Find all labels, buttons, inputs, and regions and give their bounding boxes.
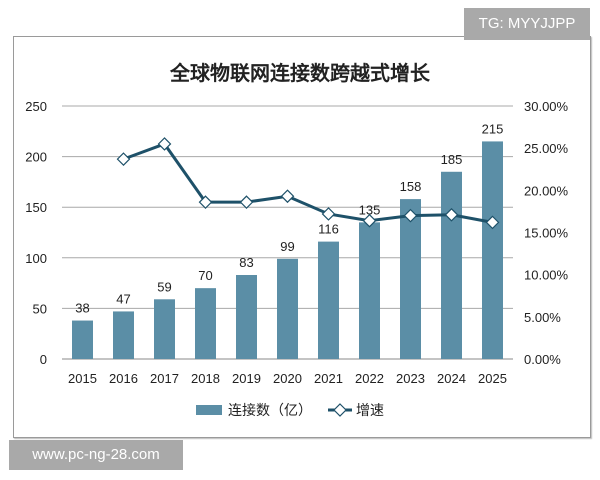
bar	[195, 288, 216, 359]
x-tick-label: 2017	[150, 371, 179, 386]
legend-line-label: 增速	[356, 402, 384, 418]
x-tick-label: 2021	[314, 371, 343, 386]
growth-marker	[239, 195, 254, 209]
x-tick-label: 2023	[396, 371, 425, 386]
left-tick-label: 0	[40, 352, 47, 367]
growth-marker	[280, 189, 295, 204]
right-tick-label: 30.00%	[524, 99, 569, 114]
bar	[400, 199, 421, 359]
bar	[441, 171, 462, 359]
x-tick-label: 2025	[478, 371, 507, 386]
bar	[318, 241, 339, 359]
bar	[113, 311, 134, 359]
bar-value-label: 83	[239, 255, 253, 270]
bar-value-label: 70	[198, 268, 212, 283]
bar-value-label: 135	[359, 202, 381, 217]
right-tick-label: 5.00%	[524, 310, 561, 325]
growth-marker	[485, 215, 500, 230]
left-tick-label: 100	[25, 251, 47, 266]
left-tick-label: 50	[33, 301, 47, 316]
legend-bar-label: 连接数（亿）	[228, 402, 312, 418]
growth-marker	[157, 137, 172, 151]
legend: 连接数（亿） 增速	[196, 402, 384, 418]
left-tick-label: 200	[25, 150, 47, 165]
right-tick-label: 10.00%	[524, 268, 569, 283]
bar-value-label: 185	[441, 152, 463, 167]
bar-value-label: 158	[400, 179, 422, 194]
bar	[236, 275, 257, 359]
left-tick-label: 250	[25, 99, 47, 114]
x-tick-label: 2020	[273, 371, 302, 386]
bar	[277, 258, 298, 359]
growth-line	[122, 142, 493, 224]
growth-marker	[321, 207, 336, 221]
bar-value-label: 59	[157, 279, 171, 294]
legend-bar-swatch	[196, 405, 222, 415]
chart-title: 全球物联网连接数跨越式增长	[169, 61, 431, 85]
bar	[482, 141, 503, 359]
growth-marker	[444, 207, 459, 222]
x-tick-label: 2016	[109, 371, 138, 386]
x-tick-label: 2024	[437, 371, 466, 386]
bar	[359, 222, 380, 359]
left-tick-label: 150	[25, 200, 47, 215]
growth-marker	[362, 213, 377, 228]
right-tick-label: 15.00%	[524, 226, 569, 241]
watermark-top: TG: MYYJJPP	[464, 8, 590, 40]
bar	[72, 320, 93, 359]
right-tick-label: 0.00%	[524, 352, 561, 367]
growth-marker	[403, 208, 418, 223]
growth-marker	[116, 152, 131, 166]
bar-value-label: 47	[116, 291, 130, 306]
x-tick-label: 2015	[68, 371, 97, 386]
bar-value-label: 116	[318, 222, 339, 237]
bar	[154, 299, 175, 359]
x-tick-label: 2019	[232, 371, 261, 386]
x-tick-label: 2018	[191, 371, 220, 386]
right-tick-label: 20.00%	[524, 183, 569, 198]
growth-marker	[198, 195, 213, 209]
x-tick-label: 2022	[355, 371, 384, 386]
bar-value-label: 99	[280, 239, 294, 254]
right-tick-label: 25.00%	[524, 141, 569, 156]
bar-value-label: 38	[75, 301, 89, 316]
watermark-bottom: www.pc-ng-28.com	[9, 440, 183, 470]
bar-value-label: 215	[482, 121, 504, 136]
legend-line-marker	[333, 403, 347, 417]
